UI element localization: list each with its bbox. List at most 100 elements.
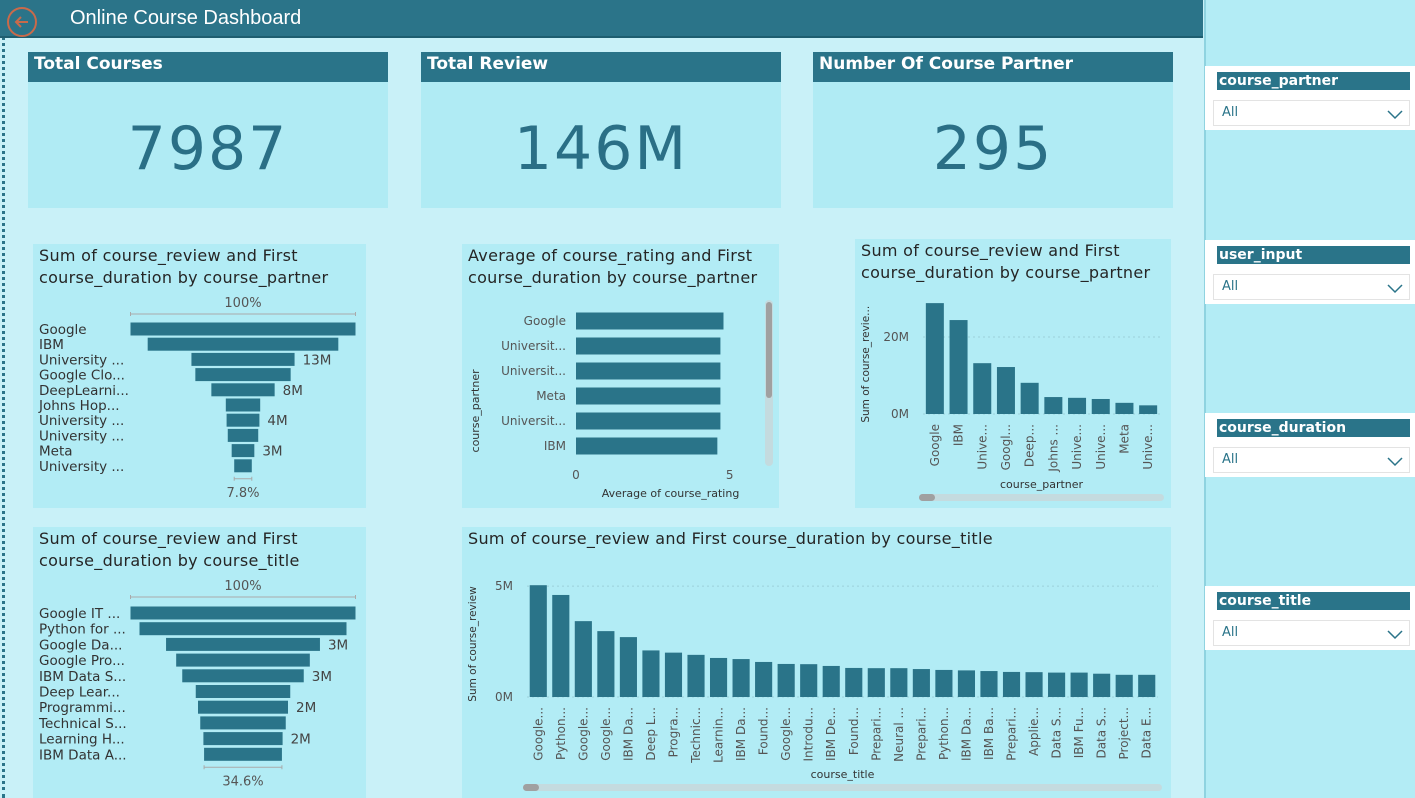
category-label: University ... — [39, 428, 124, 444]
x-tick-label: IBM Fu... — [1072, 707, 1086, 758]
data-label: 3M — [328, 637, 348, 653]
card-title: Number Of Course Partner — [813, 52, 1173, 82]
scrollbar-track — [523, 784, 1162, 791]
x-tick-label: IBM — [952, 424, 966, 446]
x-tick-label: IBM Da... — [959, 707, 973, 761]
chart-panel: 0M 5M Google... Python... Google... Google...… — [462, 527, 1171, 798]
bar — [890, 668, 908, 697]
card-value: 295 — [932, 114, 1054, 184]
funnel-bracket — [233, 476, 253, 481]
slicer-title: course_partner — [1217, 72, 1410, 90]
kpi-card: Total Review 146M — [421, 52, 781, 208]
funnel-bar — [227, 428, 259, 442]
dashboard-title: Online Course Dashboard — [70, 7, 302, 29]
bar — [867, 668, 885, 697]
scrollbar-thumb — [766, 302, 772, 398]
category-label: Technical S... — [38, 716, 127, 732]
funnel-bar — [204, 747, 282, 761]
bar — [732, 659, 750, 697]
card-title: Total Review — [421, 52, 781, 82]
bar — [576, 387, 721, 405]
funnel-bar — [130, 606, 356, 620]
x-tick-label: Data S... — [1095, 707, 1109, 759]
category-label: IBM Data S... — [39, 669, 126, 685]
x-axis-label: course_partner — [1000, 478, 1084, 491]
category-label: IBM — [544, 439, 566, 453]
x-tick-label: Data E... — [1140, 707, 1154, 759]
scrollbar-track — [919, 494, 1164, 501]
funnel-bar — [182, 669, 304, 683]
x-tick-label: Prepari... — [914, 707, 928, 761]
funnel-bracket — [130, 595, 356, 599]
chart: 100% Google IT ...Python for ...Google Da… — [38, 579, 356, 789]
x-tick-label: Google... — [531, 707, 545, 761]
funnel-bar — [200, 716, 286, 730]
x-tick-label: Prepari... — [869, 707, 883, 761]
y-tick-label: 0M — [891, 407, 909, 421]
category-label: Deep Lear... — [39, 685, 120, 701]
scrollbar-thumb — [919, 494, 935, 501]
x-tick-label: IBM Da... — [734, 707, 748, 761]
category-label: Universit... — [501, 364, 566, 378]
data-label: 4M — [267, 413, 287, 429]
slicer-dropdown[interactable]: All — [1213, 100, 1410, 126]
bar — [777, 663, 795, 697]
bar — [1044, 397, 1063, 414]
funnel-bar — [195, 685, 291, 698]
category-label: Universit... — [501, 414, 566, 428]
data-label: 2M — [296, 700, 316, 716]
x-axis-label: Average of course_rating — [602, 487, 740, 500]
data-label: 13M — [303, 352, 332, 368]
x-tick-label: 0 — [572, 468, 580, 482]
funnel-bar — [211, 383, 275, 397]
x-tick-label: IBM Ba... — [982, 707, 996, 760]
slicer: course_title All — [1205, 586, 1415, 650]
chevron — [1387, 630, 1403, 640]
x-tick-label: Meta — [1117, 424, 1131, 454]
x-tick-label: Applie... — [1027, 707, 1041, 756]
slicer-dropdown[interactable]: All — [1213, 447, 1410, 473]
x-tick-label: Project... — [1117, 707, 1131, 760]
card-value: 146M — [513, 114, 689, 184]
chart-title: Sum of course_review and First course_du… — [39, 246, 329, 287]
slicer-dropdown[interactable]: All — [1213, 274, 1410, 300]
x-axis-label: course_title — [811, 768, 875, 781]
slicer-dropdown[interactable]: All — [1213, 620, 1410, 646]
bar — [845, 667, 863, 697]
scrollbar-thumb — [523, 784, 539, 791]
category-label: Google IT ... — [39, 606, 120, 622]
x-tick-label: Technic... — [689, 707, 703, 764]
bar — [619, 637, 637, 697]
x-tick-label: Introdu... — [802, 707, 816, 762]
x-tick-label: IBM De... — [824, 707, 838, 761]
x-tick-label: Prepari... — [1005, 707, 1019, 761]
funnel-top-label: 100% — [224, 296, 261, 311]
category-label: Google Da... — [39, 637, 122, 653]
x-tick-label: Unive... — [975, 424, 989, 470]
category-label: Meta — [536, 389, 566, 403]
y-axis-label: Sum of course_review — [467, 586, 479, 702]
category-label: University ... — [39, 413, 124, 429]
chart: 0M 5M Google... Python... Google... Google...… — [467, 579, 1162, 791]
back-button[interactable] — [4, 2, 48, 40]
funnel-bottom-label: 7.8% — [226, 486, 259, 501]
chevron — [1387, 110, 1403, 120]
funnel-bracket — [130, 312, 356, 316]
slicer: course_partner All — [1205, 66, 1415, 130]
category-label: Google — [524, 314, 566, 328]
bar — [664, 652, 683, 697]
bar — [973, 363, 992, 414]
kpi-card: Number Of Course Partner 295 — [813, 52, 1173, 208]
bar — [800, 664, 818, 697]
x-tick-label: 5 — [726, 468, 734, 482]
category-label: IBM Data A... — [39, 747, 127, 763]
category-label: Meta — [39, 444, 73, 460]
funnel-bar — [226, 413, 260, 427]
x-tick-label: Python... — [937, 707, 951, 760]
bar — [1025, 672, 1043, 697]
x-tick-label: Unive... — [1094, 424, 1108, 470]
x-tick-label: Google — [928, 424, 942, 466]
chevron — [1387, 284, 1403, 294]
bar — [709, 657, 728, 697]
